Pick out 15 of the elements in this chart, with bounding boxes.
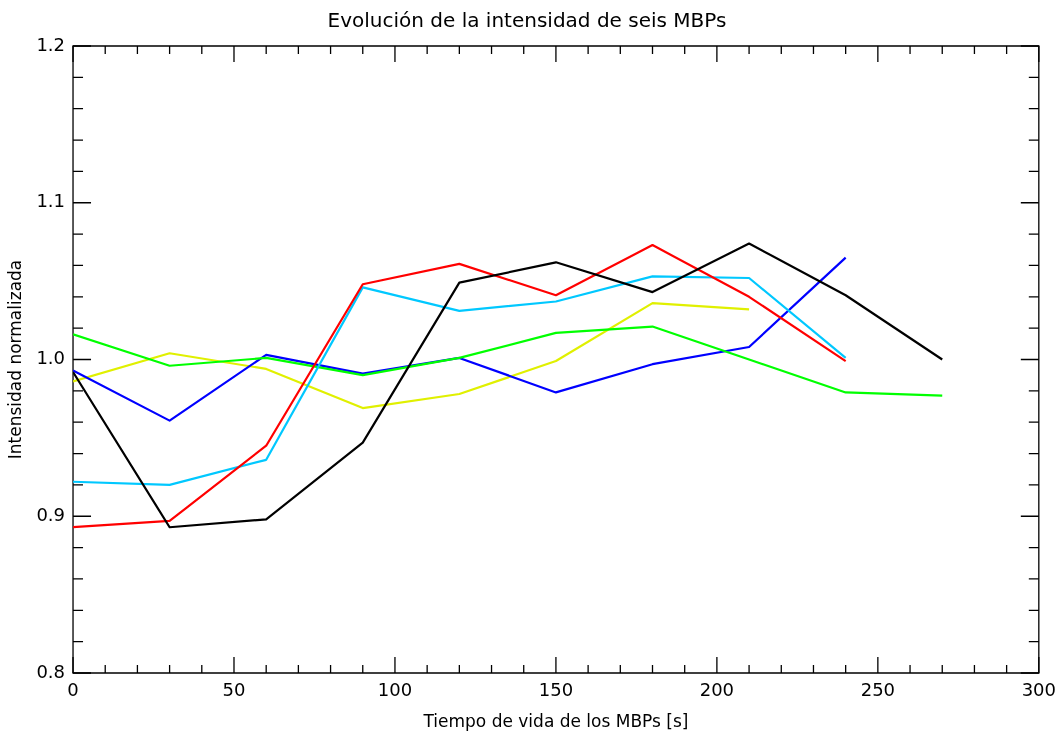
y-tick-label: 1.2: [36, 33, 66, 55]
y-tick-label: 1.1: [36, 190, 66, 212]
y-tick-label: 0.9: [36, 503, 66, 525]
x-tick-label: 50: [222, 679, 246, 701]
x-tick-label: 300: [1021, 679, 1056, 701]
x-tick-label: 0: [67, 679, 79, 701]
x-tick-label: 150: [538, 679, 574, 701]
y-axis-title: Intensidad normalizada: [4, 259, 25, 460]
x-tick-label: 250: [860, 679, 896, 701]
y-tick-label: 1.0: [36, 347, 66, 369]
chart-title: Evolución de la intensidad de seis MBPs: [327, 8, 727, 33]
x-tick-label: 100: [377, 679, 413, 701]
x-axis-title: Tiempo de vida de los MBPs [s]: [422, 711, 689, 732]
x-tick-label: 200: [699, 679, 735, 701]
y-tick-label: 0.8: [36, 660, 66, 682]
